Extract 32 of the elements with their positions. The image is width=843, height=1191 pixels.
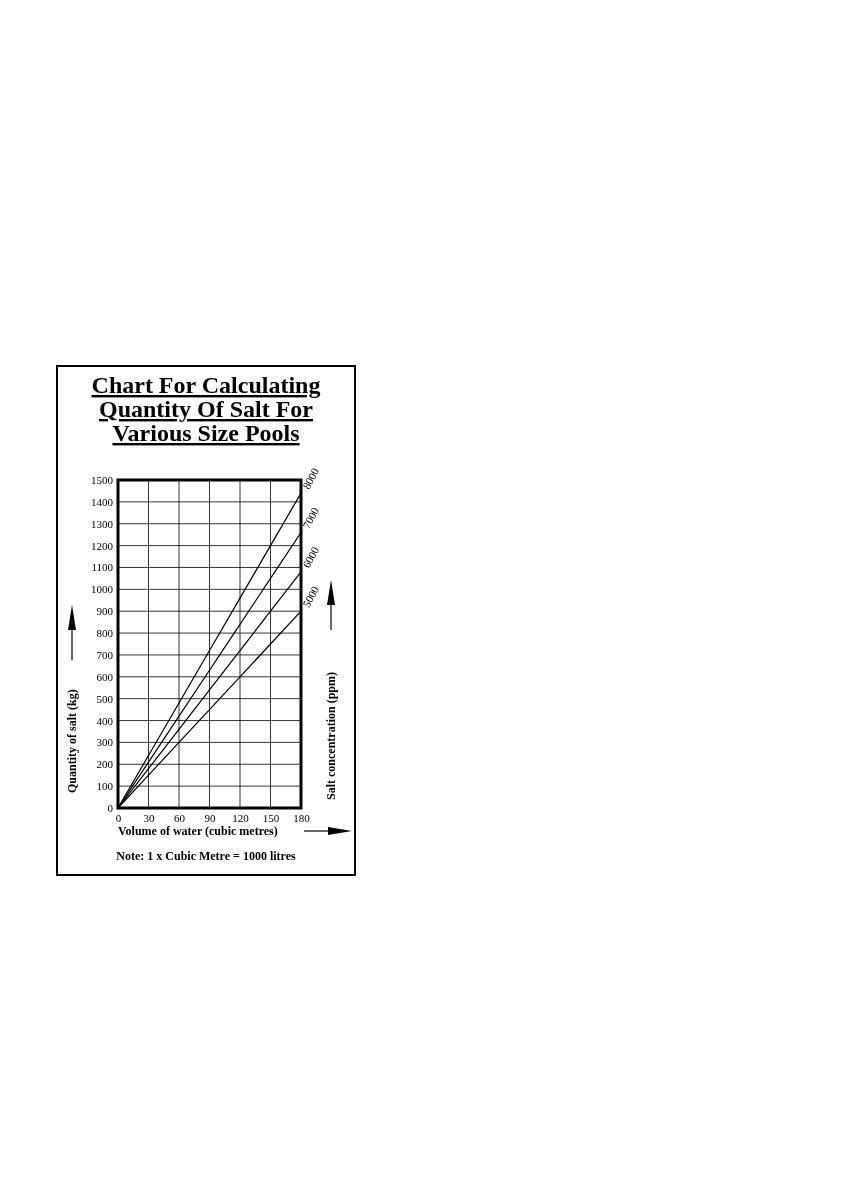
text: 8000 bbox=[300, 465, 322, 492]
y-tick-label: 200 bbox=[96, 758, 114, 771]
y-tick-label: 1100 bbox=[91, 561, 114, 574]
x-tick-label: 0 bbox=[115, 811, 122, 824]
y-tick-label: 700 bbox=[96, 648, 114, 661]
y-tick-label: 500 bbox=[96, 692, 114, 705]
x-tick-label: 30 bbox=[143, 811, 155, 824]
x-tick-label: 180 bbox=[293, 811, 311, 824]
y-tick-label: 600 bbox=[96, 670, 114, 683]
x-tick-label: 60 bbox=[174, 811, 186, 824]
x-axis-title: Volume of water (cubic metres) bbox=[118, 824, 278, 838]
x-tick-label: 120 bbox=[232, 811, 250, 824]
text: Note: 1 x Cubic Metre = 1000 litres bbox=[116, 849, 296, 863]
y-tick-label: 300 bbox=[96, 736, 114, 749]
y-tick-label: 1000 bbox=[91, 583, 114, 596]
x-tick-label: 90 bbox=[204, 811, 216, 824]
text: 7000 bbox=[300, 504, 322, 531]
legend-label: 5000 bbox=[300, 583, 322, 610]
y-tick-label: 1200 bbox=[91, 539, 114, 552]
y-tick-label: 0 bbox=[107, 802, 114, 815]
legend-title: Salt concentration (ppm) bbox=[324, 672, 338, 800]
y-tick-label: 1300 bbox=[91, 517, 114, 530]
y-tick-label: 800 bbox=[96, 627, 114, 640]
y-tick-label: 1500 bbox=[91, 474, 114, 487]
y-axis-title: Quantity of salt (kg) bbox=[65, 689, 79, 793]
y-tick-label: 1400 bbox=[91, 495, 114, 508]
y-tick-label: 100 bbox=[96, 780, 114, 793]
chart-title: Chart For Calculating Quantity Of Salt For Various Size Pools bbox=[91, 372, 321, 446]
y-tick-label: 900 bbox=[96, 605, 114, 618]
text: 6000 bbox=[300, 544, 322, 570]
x-tick-label: 150 bbox=[262, 811, 280, 824]
y-tick-label: 400 bbox=[96, 714, 114, 727]
